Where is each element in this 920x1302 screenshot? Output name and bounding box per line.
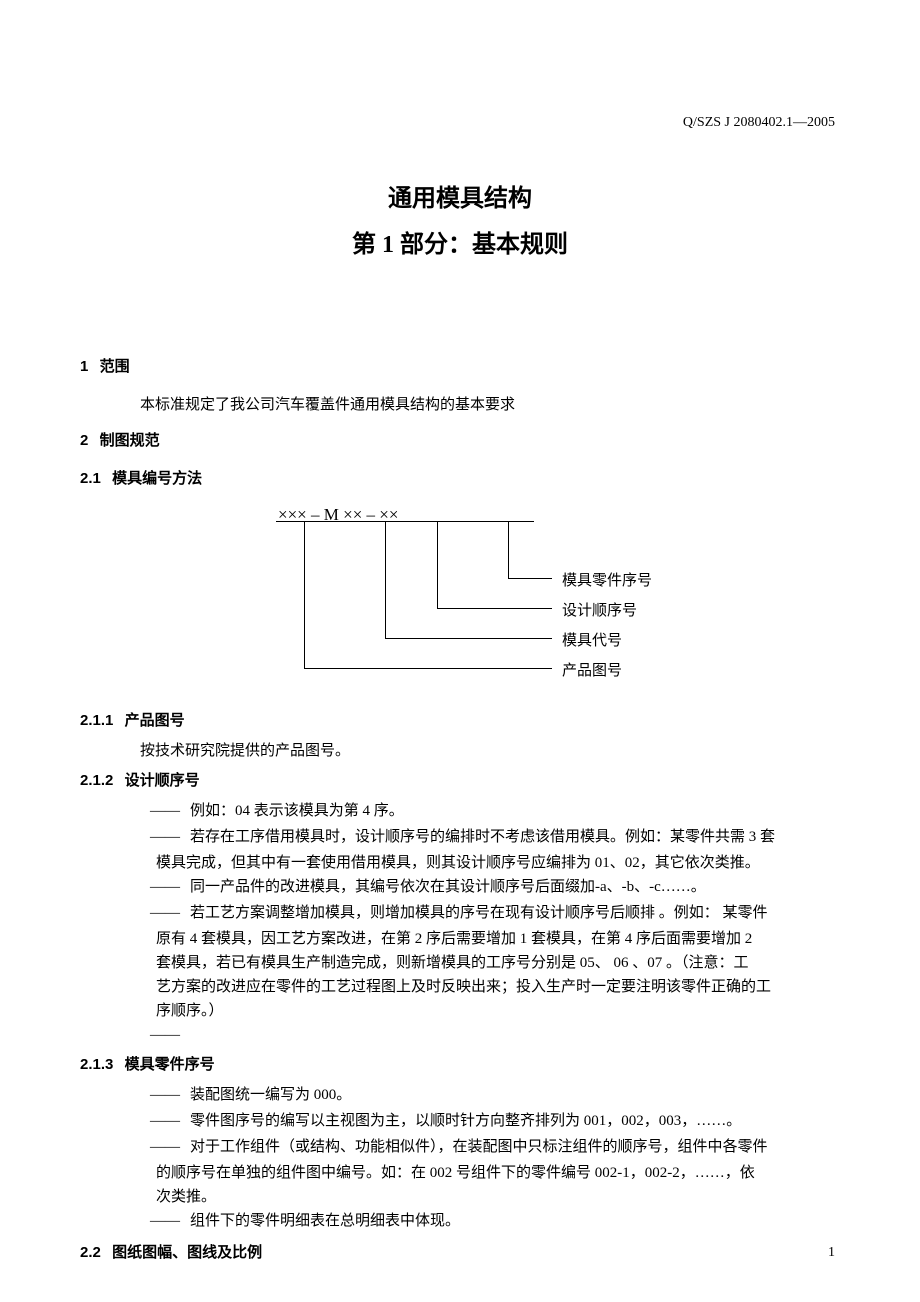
title-block: 通用模具结构 第 1 部分：基本规则 <box>80 180 840 265</box>
section-2-1-2-body: —— 例如：04 表示该模具为第 4 序。 —— 若存在工序借用模具时，设计顺序… <box>140 799 840 1047</box>
list-item-text: 若工艺方案调整增加模具，则增加模具的序号在现有设计顺序号后顺排 。例如： 某零件 <box>190 901 840 925</box>
dash-icon: —— <box>140 1109 190 1133</box>
subsubsection-title: 产品图号 <box>125 712 185 729</box>
diagram-label-3: 模具代号 <box>562 629 622 653</box>
list-item-text: 组件下的零件明细表在总明细表中体现。 <box>190 1209 840 1233</box>
list-item-continuation: 原有 4 套模具，因工艺方案改进，在第 2 序后需要增加 1 套模具，在第 4 … <box>156 927 840 951</box>
list-item: —— 零件图序号的编写以主视图为主，以顺时针方向整齐排列为 001，002，00… <box>140 1109 840 1133</box>
section-title: 制图规范 <box>100 432 160 449</box>
list-item-text: 装配图统一编写为 000。 <box>190 1083 840 1107</box>
list-item-continuation: 次类推。 <box>156 1185 840 1209</box>
list-item: —— 若存在工序借用模具时，设计顺序号的编排时不考虑该借用模具。例如：某零件共需… <box>140 825 840 849</box>
list-item: —— 组件下的零件明细表在总明细表中体现。 <box>140 1209 840 1233</box>
bracket-line <box>304 521 552 669</box>
subsubsection-title: 设计顺序号 <box>125 772 200 789</box>
subsection-title: 模具编号方法 <box>112 470 202 487</box>
dash-icon: —— <box>140 875 190 899</box>
subsection-title: 图纸图幅、图线及比例 <box>112 1244 262 1261</box>
dash-icon: —— <box>140 1135 190 1159</box>
section-2-1-heading: 2.1 模具编号方法 <box>80 467 840 491</box>
diagram-label-2: 设计顺序号 <box>562 599 637 623</box>
document-id: Q/SZS J 2080402.1—2005 <box>683 112 835 134</box>
section-1-heading: 1 范围 <box>80 355 840 379</box>
section-2-1-3-heading: 2.1.3 模具零件序号 <box>80 1053 840 1077</box>
list-item-continuation: 的顺序号在单独的组件图中编号。如：在 002 号组件下的零件编号 002-1，0… <box>156 1161 840 1185</box>
list-item: —— 例如：04 表示该模具为第 4 序。 <box>140 799 840 823</box>
dash-icon: —— <box>140 1023 190 1047</box>
section-2-2-heading: 2.2 图纸图幅、图线及比例 <box>80 1241 840 1265</box>
title-main: 通用模具结构 <box>80 180 840 218</box>
list-item-empty: —— <box>140 1023 840 1047</box>
subsubsection-number: 2.1.2 <box>80 772 113 789</box>
page-number: 1 <box>828 1242 835 1264</box>
section-2-1-1-heading: 2.1.1 产品图号 <box>80 709 840 733</box>
section-title: 范围 <box>100 358 130 375</box>
list-item-continuation: 艺方案的改进应在零件的工艺过程图上及时反映出来；投入生产时一定要注明该零件正确的… <box>156 975 840 999</box>
dash-icon: —— <box>140 901 190 925</box>
dash-icon: —— <box>140 825 190 849</box>
section-2-1-3-body: —— 装配图统一编写为 000。 —— 零件图序号的编写以主视图为主，以顺时针方… <box>140 1083 840 1233</box>
section-2-heading: 2 制图规范 <box>80 429 840 453</box>
list-item-continuation: 模具完成，但其中有一套使用借用模具，则其设计顺序号应编排为 01、02，其它依次… <box>156 851 840 875</box>
section-2-1-2-heading: 2.1.2 设计顺序号 <box>80 769 840 793</box>
diagram-label-1: 模具零件序号 <box>562 569 652 593</box>
list-item-continuation: 套模具，若已有模具生产制造完成，则新增模具的工序号分别是 05、 06 、07 … <box>156 951 840 975</box>
list-item-text: 若存在工序借用模具时，设计顺序号的编排时不考虑该借用模具。例如：某零件共需 3 … <box>190 825 840 849</box>
dash-icon: —— <box>140 799 190 823</box>
numbering-diagram: ××× – M ×× – ×× 模具零件序号 设计顺序号 模具代号 产品图号 <box>260 501 760 691</box>
section-1-body: 本标准规定了我公司汽车覆盖件通用模具结构的基本要求 <box>140 393 840 417</box>
list-item: —— 对于工作组件（或结构、功能相似件），在装配图中只标注组件的顺序号，组件中各… <box>140 1135 840 1159</box>
section-number: 2 <box>80 432 88 449</box>
list-item-text: 对于工作组件（或结构、功能相似件），在装配图中只标注组件的顺序号，组件中各零件 <box>190 1135 840 1159</box>
section-number: 1 <box>80 358 88 375</box>
list-item: —— 装配图统一编写为 000。 <box>140 1083 840 1107</box>
subsubsection-number: 2.1.1 <box>80 712 113 729</box>
dash-icon: —— <box>140 1209 190 1233</box>
section-2-1-1-body: 按技术研究院提供的产品图号。 <box>140 739 840 763</box>
list-item: —— 若工艺方案调整增加模具，则增加模具的序号在现有设计顺序号后顺排 。例如： … <box>140 901 840 925</box>
list-item-text: 同一产品件的改进模具，其编号依次在其设计顺序号后面缀加-a、-b、-c……。 <box>190 875 840 899</box>
diagram-label-4: 产品图号 <box>562 659 622 683</box>
dash-icon: —— <box>140 1083 190 1107</box>
subsubsection-number: 2.1.3 <box>80 1056 113 1073</box>
list-item-text <box>190 1023 840 1047</box>
subsection-number: 2.2 <box>80 1244 101 1261</box>
subsubsection-title: 模具零件序号 <box>125 1056 215 1073</box>
list-item-continuation: 序顺序。） <box>156 999 840 1023</box>
subsection-number: 2.1 <box>80 470 101 487</box>
list-item-text: 例如：04 表示该模具为第 4 序。 <box>190 799 840 823</box>
list-item-text: 零件图序号的编写以主视图为主，以顺时针方向整齐排列为 001，002，003，…… <box>190 1109 840 1133</box>
list-item: —— 同一产品件的改进模具，其编号依次在其设计顺序号后面缀加-a、-b、-c……… <box>140 875 840 899</box>
title-sub: 第 1 部分：基本规则 <box>80 226 840 264</box>
